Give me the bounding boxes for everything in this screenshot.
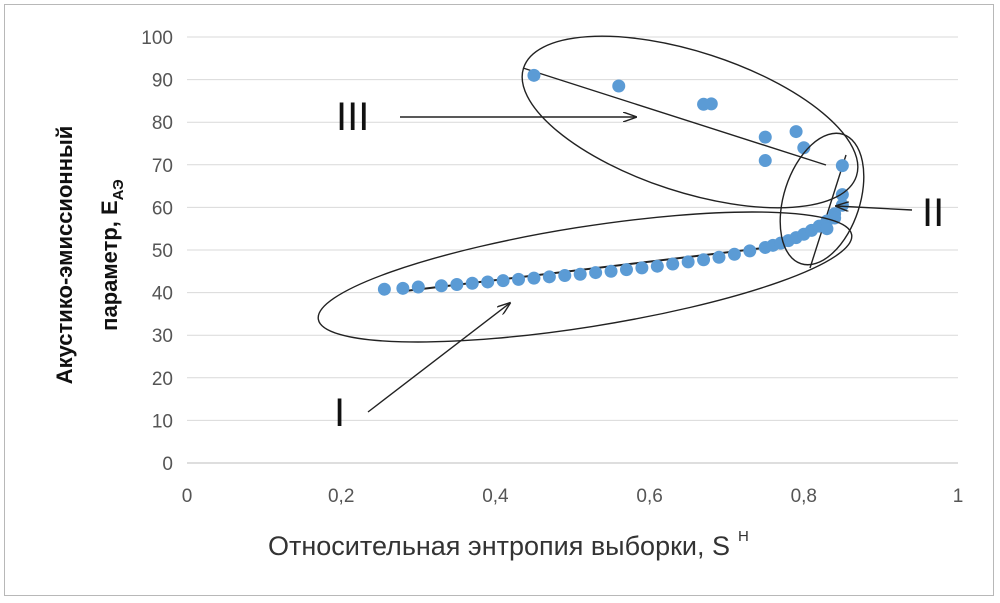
label-II: II (922, 191, 944, 235)
data-point (797, 141, 811, 155)
data-point (542, 270, 556, 284)
y-axis-label-line2: параметр, E (97, 200, 122, 331)
y-tick-label: 40 (152, 284, 173, 305)
data-point (377, 282, 391, 296)
y-axis-label-2: параметр, EАЭ (97, 179, 127, 331)
data-point (496, 274, 510, 288)
data-point (481, 275, 495, 289)
y-tick-label: 50 (152, 241, 173, 262)
y-tick-label: 90 (152, 71, 173, 92)
y-tick-label: 30 (152, 326, 173, 347)
cluster-ellipse-II (779, 132, 865, 266)
x-tick-label: 1 (953, 486, 964, 507)
x-tick-label: 0,2 (328, 486, 354, 507)
data-point (465, 276, 479, 290)
data-point (758, 130, 772, 144)
trend-line-II (809, 154, 847, 269)
data-point (527, 271, 541, 285)
cluster-ellipse-I (317, 211, 853, 343)
x-axis-label-superscript: Н (738, 528, 749, 545)
y-tick-label: 0 (162, 454, 173, 475)
label-III: III (336, 95, 369, 139)
arrow-I (367, 303, 510, 413)
data-point (558, 269, 572, 283)
data-point (589, 266, 603, 280)
y-tick-label: 100 (141, 28, 173, 49)
data-points (377, 68, 849, 296)
data-point (512, 272, 526, 286)
data-point (789, 125, 803, 139)
data-point (604, 264, 618, 278)
y-axis-label: Акустико-эмиссионный (52, 126, 77, 385)
data-point (727, 247, 741, 261)
x-tick-labels: 0 0,2 0,4 0,6 0,8 1 (182, 486, 964, 507)
y-tick-labels: 0 10 20 30 40 50 60 70 80 90 100 (141, 28, 173, 475)
y-axis-label-subscript: АЭ (110, 179, 127, 200)
y-tick-label: 70 (152, 156, 173, 177)
data-point (619, 263, 633, 277)
data-point (573, 267, 587, 281)
data-point (396, 281, 410, 295)
label-I: I (334, 391, 345, 435)
data-point (666, 257, 680, 271)
y-tick-label: 10 (152, 411, 173, 432)
gridlines (187, 36, 958, 464)
x-tick-label: 0 (182, 486, 193, 507)
y-tick-label: 20 (152, 369, 173, 390)
data-point (450, 278, 464, 292)
data-point (434, 279, 448, 293)
x-tick-label: 0,8 (791, 486, 817, 507)
data-point (681, 255, 695, 269)
y-tick-label: 60 (152, 198, 173, 219)
data-point (820, 222, 834, 236)
data-point (828, 211, 842, 225)
x-axis-label-main: Относительная энтропия выборки, S (268, 531, 730, 561)
x-tick-label: 0,6 (636, 486, 662, 507)
data-point (697, 253, 711, 267)
x-axis-label: Относительная энтропия выборки, S Н (268, 528, 749, 561)
data-point (758, 154, 772, 168)
data-point (743, 244, 757, 258)
data-point (835, 159, 849, 173)
arrow-II (836, 206, 913, 210)
data-point (712, 250, 726, 264)
x-tick-label: 0,4 (482, 486, 509, 507)
data-point (411, 280, 425, 294)
y-axis-label-line1: Акустико-эмиссионный (52, 126, 77, 385)
trend-line-III (522, 67, 827, 166)
y-tick-label: 80 (152, 113, 173, 134)
data-point (635, 261, 649, 275)
chart-frame (4, 4, 994, 596)
data-point (612, 79, 626, 93)
data-point (527, 68, 541, 82)
cluster-ellipse-III (521, 35, 859, 209)
data-point (704, 97, 718, 111)
data-point (650, 259, 664, 273)
